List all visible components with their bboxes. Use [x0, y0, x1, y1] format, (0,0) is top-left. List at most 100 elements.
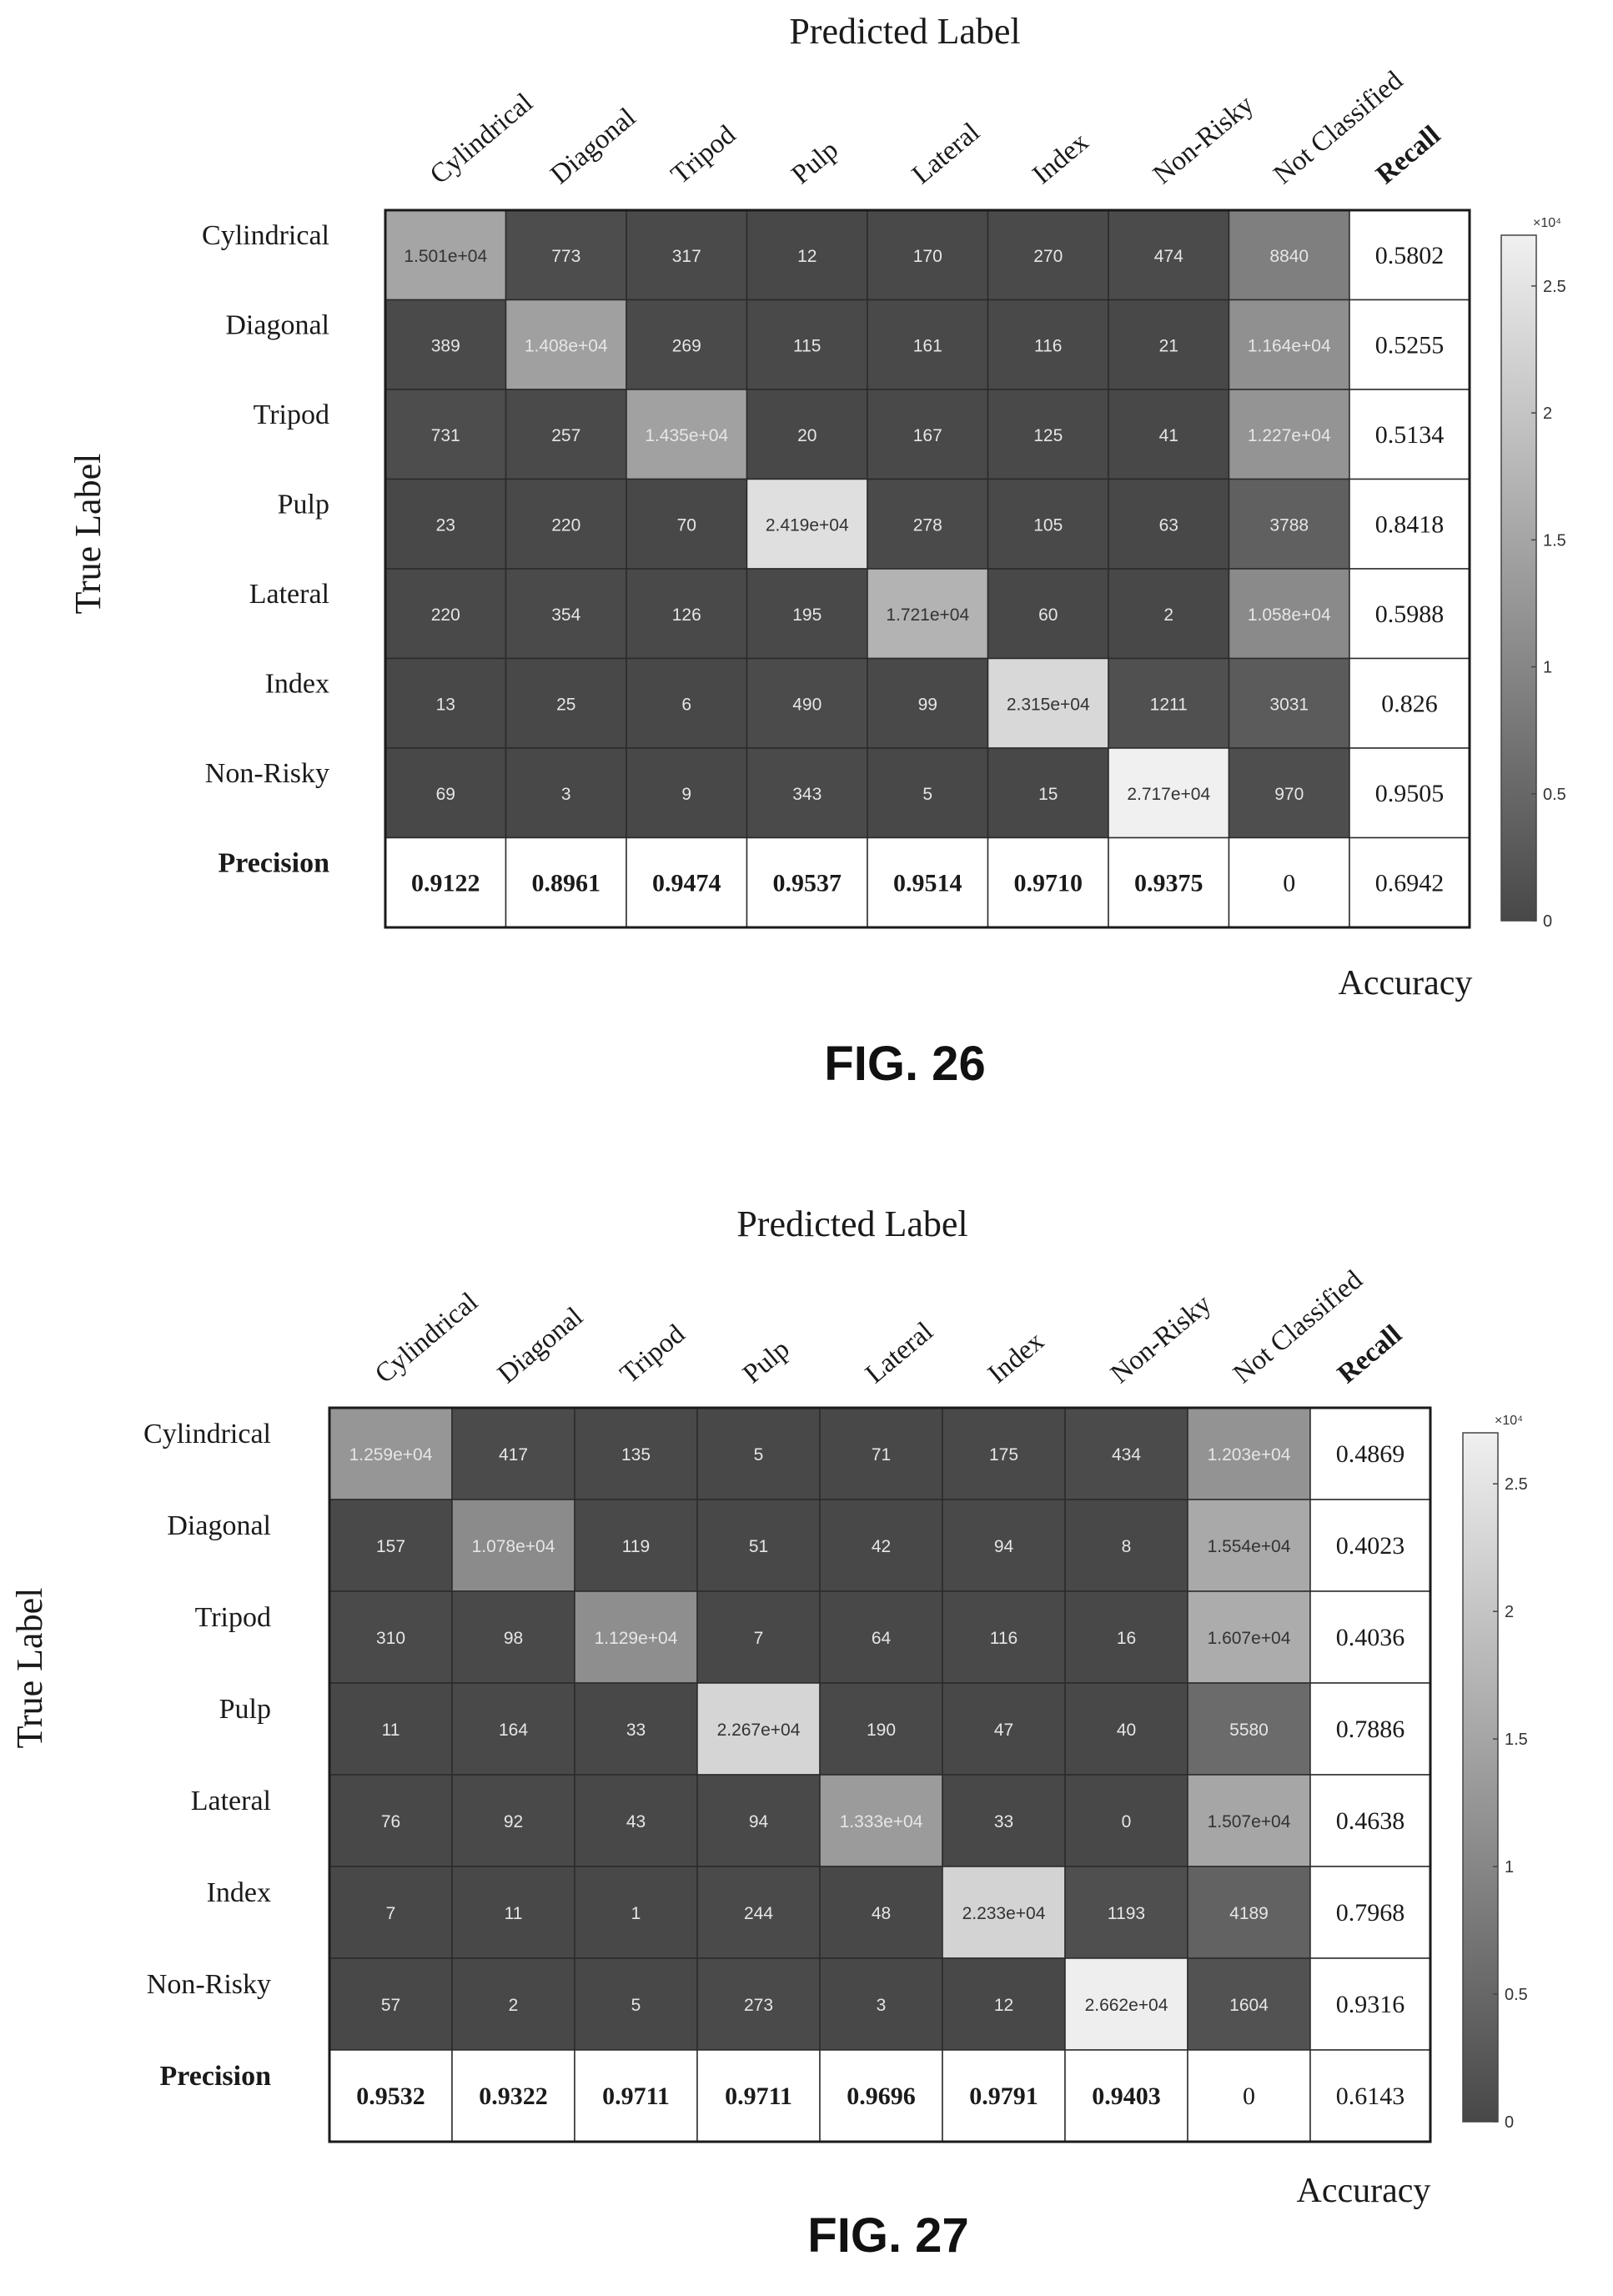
- cell-value-label: 16: [1117, 1629, 1136, 1648]
- heatmap-cell: [942, 1590, 1066, 1684]
- precision-label: Precision: [160, 2061, 272, 2092]
- precision-cell: [384, 837, 507, 928]
- recall-value: 0.5802: [1375, 242, 1445, 269]
- precision-value: 0.8961: [532, 869, 601, 897]
- recall-value: 0.7968: [1336, 1899, 1405, 1927]
- cell-value-label: 273: [744, 1996, 773, 2015]
- accuracy-label: Accuracy: [1339, 964, 1473, 1002]
- cell-value-label: 1.058e+04: [1248, 605, 1331, 625]
- y-axis-title: True Label: [9, 1588, 50, 1749]
- heatmap-cell: [626, 657, 748, 749]
- figure-caption: FIG. 27: [807, 2208, 968, 2263]
- cell-value-label: 20: [797, 426, 817, 445]
- recall-value: 0.9316: [1336, 1991, 1405, 2018]
- heatmap-cell: [1187, 1407, 1311, 1500]
- precision-value: 0.9122: [411, 869, 480, 897]
- cell-value-label: 1.203e+04: [1208, 1445, 1291, 1465]
- heatmap-cell: [696, 1682, 821, 1776]
- cell-value-label: 1.227e+04: [1248, 426, 1331, 445]
- colorbar-tick-label: 0: [1543, 912, 1552, 931]
- cell-value-label: 8: [1122, 1537, 1132, 1556]
- heatmap-cell: [1108, 568, 1230, 660]
- heatmap-cell: [451, 1682, 575, 1776]
- column-label: Non-Risky: [1148, 89, 1259, 190]
- cell-value-label: 1.501e+04: [404, 247, 487, 266]
- cell-value-label: 0: [1122, 1812, 1132, 1831]
- cell-value-label: 60: [1038, 605, 1058, 625]
- row-label: Lateral: [191, 1786, 271, 1816]
- cell-value-label: 126: [672, 605, 701, 625]
- cell-value-label: 125: [1033, 426, 1063, 445]
- precision-value: 0.9711: [725, 2082, 792, 2110]
- heatmap-cell: [451, 1407, 575, 1500]
- recall-cell: [1309, 1407, 1431, 1500]
- precision-cell: [696, 2049, 821, 2143]
- precision-value: 0.9375: [1134, 869, 1203, 897]
- cell-value-label: 13: [436, 695, 455, 714]
- cell-value-label: 1.435e+04: [645, 426, 728, 445]
- recall-cell: [1349, 389, 1470, 480]
- cell-value-label: 25: [556, 695, 575, 714]
- heatmap-cell: [1064, 1957, 1188, 2051]
- cell-value-label: 42: [872, 1537, 891, 1556]
- cell-value-label: 15: [1038, 785, 1058, 804]
- colorbar-exponent: ×10⁴: [1533, 216, 1561, 230]
- cell-value-label: 7: [754, 1629, 764, 1648]
- figure-caption: FIG. 26: [824, 1037, 985, 1091]
- heatmap-cell: [329, 1499, 453, 1592]
- recall-cell: [1309, 1590, 1431, 1684]
- column-label: Cylindrical: [369, 1287, 484, 1389]
- cell-value-label: 11: [505, 1904, 523, 1923]
- heatmap-cell: [1228, 747, 1350, 839]
- cell-value-label: 1.129e+04: [595, 1629, 678, 1648]
- cell-value-label: 135: [621, 1445, 651, 1465]
- heatmap-cell: [329, 1774, 453, 1867]
- heatmap-cell: [384, 389, 507, 480]
- colorbar-exponent: ×10⁴: [1495, 1414, 1523, 1428]
- precision-label: Precision: [219, 847, 330, 878]
- precision-cell: [867, 837, 989, 928]
- recall-value: 0.826: [1381, 690, 1438, 717]
- cell-value-label: 51: [749, 1537, 768, 1556]
- column-label: Index: [982, 1326, 1050, 1389]
- heatmap-cell: [696, 1774, 821, 1867]
- recall-cell: [1309, 1957, 1431, 2051]
- heatmap-cell: [505, 389, 627, 480]
- cell-value-label: 343: [792, 785, 822, 804]
- cell-value-label: 170: [913, 247, 942, 266]
- cell-value-label: 6: [681, 695, 691, 714]
- row-label: Non-Risky: [205, 758, 329, 789]
- cell-value-label: 773: [551, 247, 580, 266]
- precision-value: 0.9514: [893, 869, 962, 897]
- heatmap-cell: [329, 1682, 453, 1776]
- heatmap-cell: [384, 657, 507, 749]
- accuracy-cell: [1309, 2049, 1431, 2143]
- heatmap-cell: [867, 478, 989, 570]
- colorbar-tick-label: 1: [1505, 1858, 1514, 1876]
- row-label: Index: [265, 668, 329, 699]
- heatmap-cell: [1187, 1774, 1311, 1867]
- cell-value-label: 1: [631, 1904, 641, 1923]
- cell-value-label: 99: [918, 695, 937, 714]
- heatmap-cell: [987, 747, 1109, 839]
- row-label: Tripod: [195, 1602, 271, 1633]
- heatmap-cell: [505, 657, 627, 749]
- cell-value-label: 190: [867, 1721, 896, 1740]
- cell-value-label: 474: [1154, 247, 1183, 266]
- cell-value-label: 2.717e+04: [1127, 785, 1210, 804]
- cell-value-label: 417: [499, 1445, 528, 1465]
- colorbar-tick-label: 2.5: [1543, 278, 1566, 296]
- cell-value-label: 1.078e+04: [472, 1537, 555, 1556]
- x-axis-title: Predicted Label: [789, 11, 1020, 52]
- cell-value-label: 7: [386, 1904, 396, 1923]
- row-label: Non-Risky: [147, 1969, 271, 2000]
- column-label: Tripod: [666, 119, 741, 190]
- heatmap-cell: [746, 747, 868, 839]
- precision-cell: [1064, 2049, 1188, 2143]
- precision-cell: [819, 2049, 943, 2143]
- recall-value: 0.4036: [1336, 1624, 1405, 1651]
- precision-value: 0.9532: [356, 2082, 425, 2110]
- column-label: Pulp: [786, 135, 845, 190]
- cell-value-label: 92: [504, 1812, 523, 1831]
